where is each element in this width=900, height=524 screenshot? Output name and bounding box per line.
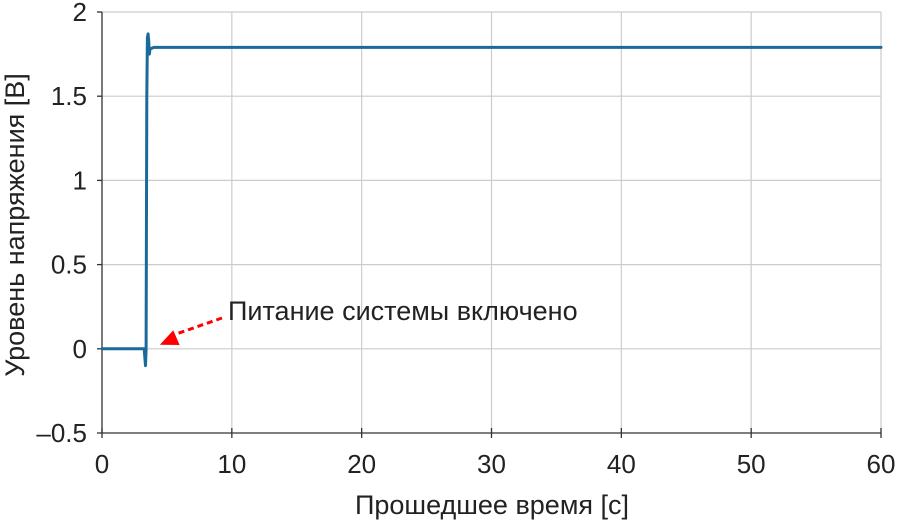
y-tick-label: 1.5 xyxy=(51,81,87,111)
voltage-series-line xyxy=(100,32,883,368)
y-tick-label: 2 xyxy=(73,0,87,27)
annotation-arrow-shaft xyxy=(173,316,223,337)
tick-labels: 0 10 20 30 40 50 60 –0.5 0 0.5 1 1.5 2 xyxy=(36,0,895,479)
y-tick-label: 0 xyxy=(73,334,87,364)
y-tick-label: –0.5 xyxy=(36,418,87,448)
x-tick-label: 20 xyxy=(347,449,376,479)
y-tick-label: 1 xyxy=(73,165,87,195)
y-axis-label: Уровень напряжения [В] xyxy=(0,73,30,377)
x-tick-label: 40 xyxy=(607,449,636,479)
annotation-label: Питание системы включено xyxy=(228,296,578,326)
x-axis-label: Прошедшее время [с] xyxy=(355,490,629,520)
annotation-layer: Питание системы включено xyxy=(159,296,578,345)
axes xyxy=(97,11,882,438)
series-layer xyxy=(100,32,883,368)
x-tick-label: 60 xyxy=(867,449,896,479)
x-tick-label: 0 xyxy=(95,449,109,479)
annotation-arrow-head xyxy=(159,330,180,345)
x-tick-label: 10 xyxy=(217,449,246,479)
y-tick-label: 0.5 xyxy=(51,250,87,280)
x-tick-label: 50 xyxy=(737,449,766,479)
x-tick-label: 30 xyxy=(477,449,506,479)
grid xyxy=(102,11,882,433)
